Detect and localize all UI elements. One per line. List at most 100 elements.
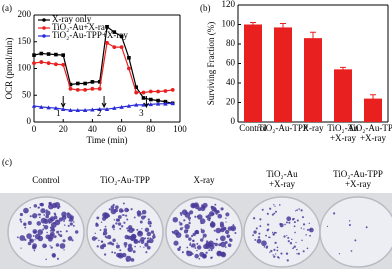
colony <box>295 210 297 212</box>
error-bar <box>370 94 376 103</box>
colony <box>40 217 47 224</box>
marker <box>39 104 44 109</box>
colony <box>144 227 150 233</box>
colony <box>294 231 296 234</box>
dish <box>7 196 85 268</box>
colony <box>36 221 42 226</box>
colony <box>297 252 300 255</box>
legend-marker <box>42 34 46 38</box>
colony <box>269 251 271 253</box>
colony <box>278 204 281 206</box>
colony <box>145 251 148 254</box>
colony <box>303 228 305 230</box>
colony <box>143 246 145 248</box>
colony <box>49 202 52 205</box>
colony <box>292 247 295 249</box>
colony <box>184 212 191 218</box>
marker <box>155 101 161 106</box>
colony <box>285 221 288 224</box>
annotation: 1 <box>56 108 61 118</box>
colony <box>296 248 298 251</box>
marker <box>61 106 66 111</box>
colony <box>229 238 233 242</box>
colony <box>305 234 307 236</box>
y-tick-label: 100 <box>18 63 32 73</box>
colony <box>225 221 227 223</box>
marker <box>54 62 58 67</box>
colony <box>112 238 116 243</box>
colony <box>284 223 286 226</box>
colony <box>300 209 303 212</box>
colony <box>42 224 45 227</box>
colony <box>194 215 197 218</box>
y-tick-label: 60 <box>226 58 236 68</box>
marker <box>170 101 175 106</box>
colony <box>147 218 150 221</box>
colony <box>291 218 295 221</box>
colony <box>44 244 47 247</box>
marker <box>90 86 95 91</box>
colony <box>190 234 194 238</box>
colony <box>19 218 22 221</box>
marker <box>104 106 110 111</box>
panel-label: (c) <box>2 157 12 167</box>
colony <box>56 257 59 260</box>
marker <box>75 108 80 113</box>
colony <box>185 234 189 239</box>
annotation: 3 <box>139 108 144 118</box>
colony <box>210 249 213 252</box>
colony <box>186 229 189 232</box>
legend-label: TiO₂-Au+X-ray <box>52 22 110 32</box>
marker <box>68 82 73 87</box>
colony <box>224 241 228 244</box>
colony <box>283 235 286 238</box>
error-bar <box>310 31 316 44</box>
colony <box>127 248 131 251</box>
colony <box>259 225 262 228</box>
bar <box>244 24 262 122</box>
colony <box>216 250 223 257</box>
colony <box>296 253 298 255</box>
colony <box>50 246 53 249</box>
colony <box>96 245 99 248</box>
colony <box>37 207 39 209</box>
colony <box>266 223 270 226</box>
colony <box>194 247 197 249</box>
colony <box>99 229 102 231</box>
colony <box>43 224 49 230</box>
marker <box>97 86 102 91</box>
photo-label: TiO₂-Au-TPP <box>100 175 150 185</box>
marker <box>105 24 109 29</box>
colony <box>94 232 96 234</box>
colony <box>266 212 269 215</box>
colony <box>40 203 43 205</box>
colony <box>24 226 27 229</box>
x-tick-label: Control <box>239 123 267 133</box>
colony <box>44 210 46 213</box>
colony <box>56 230 60 234</box>
colony <box>122 202 125 205</box>
y-axis-label: Surviving Fraction (%) <box>206 22 216 106</box>
colony <box>146 231 152 237</box>
y-tick-label: 50 <box>22 89 32 99</box>
marker <box>127 56 131 60</box>
colony <box>103 228 108 232</box>
colony <box>139 220 143 224</box>
colony <box>226 236 229 238</box>
colony <box>296 219 299 222</box>
marker <box>112 105 117 110</box>
colony <box>32 215 35 218</box>
colony <box>100 221 103 223</box>
colony <box>180 213 183 216</box>
colony <box>302 250 305 253</box>
colony <box>220 241 227 248</box>
colony <box>217 210 220 213</box>
y-tick-label: 100 <box>222 19 236 29</box>
colony <box>186 246 189 249</box>
colony <box>350 250 353 252</box>
marker <box>76 81 80 86</box>
colony <box>33 230 37 234</box>
colony <box>65 230 68 233</box>
colony <box>115 205 119 210</box>
colony <box>134 245 136 248</box>
